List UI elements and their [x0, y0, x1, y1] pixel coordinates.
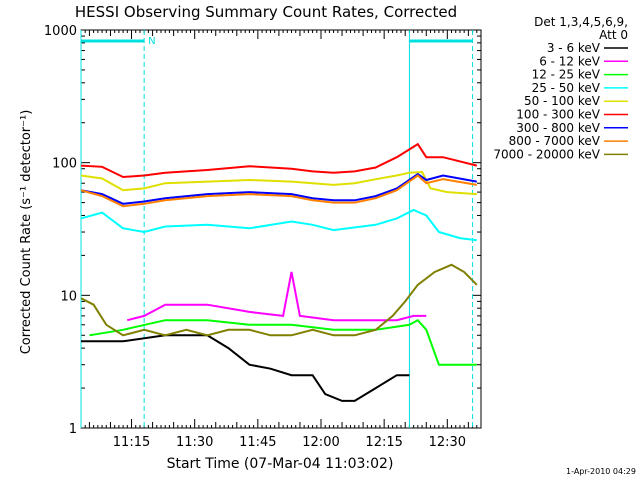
- y-tick-label: 100: [52, 157, 77, 172]
- legend-label-1: 3 - 6 keV: [547, 41, 601, 55]
- x-axis-label: Start Time (07-Mar-04 11:03:02): [167, 456, 394, 472]
- night-marker-label: N: [148, 36, 155, 47]
- y-tick-label: 1: [69, 422, 77, 437]
- x-tick-label: 11:15: [113, 435, 150, 450]
- series-line-7: [81, 172, 477, 205]
- series-line-4: [81, 208, 477, 242]
- series-line-6: [81, 142, 478, 179]
- plot-frame: [80, 29, 482, 429]
- x-tick-label: 11:30: [176, 435, 213, 450]
- legend-header-line-1: Det 1,3,4,5,6,9,: [534, 15, 628, 29]
- series-line-5: [81, 170, 477, 196]
- plot-area: 1 10 100 1000 11:15 11:30 11:45 12:00 12:15 12:30…: [44, 24, 482, 450]
- legend-label-9: 7000 - 20000 keV: [493, 147, 600, 161]
- legend-label-4: 25 - 50 keV: [532, 81, 601, 95]
- x-tick-label: 12:15: [365, 435, 402, 450]
- x-tick-label: 11:45: [239, 435, 276, 450]
- legend-header-line-2: Att 0: [599, 28, 628, 42]
- legend-label-3: 12 - 25 keV: [532, 68, 601, 82]
- legend-label-5: 50 - 100 keV: [524, 94, 601, 108]
- series-line-8: [81, 174, 477, 208]
- y-tick-label: 1000: [44, 24, 77, 39]
- x-tick-label: 12:00: [302, 435, 339, 450]
- legend-label-8: 800 - 7000 keV: [509, 134, 601, 148]
- series-line-2: [127, 271, 427, 322]
- series-line-9: [81, 263, 478, 337]
- series-line-3: [89, 318, 477, 366]
- y-axis-label: Corrected Count Rate (s⁻¹ detector⁻¹): [19, 110, 34, 355]
- chart-title: HESSI Observing Summary Count Rates, Cor…: [75, 3, 457, 21]
- legend-label-7: 300 - 800 keV: [516, 121, 600, 135]
- footer-date: 1-Apr-2010 04:29: [566, 467, 636, 476]
- legend-label-6: 100 - 300 keV: [516, 108, 600, 122]
- y-tick-label: 10: [60, 289, 77, 304]
- x-tick-label: 12:30: [429, 435, 466, 450]
- series-line-1: [81, 334, 410, 402]
- legend-label-2: 6 - 12 keV: [539, 54, 601, 68]
